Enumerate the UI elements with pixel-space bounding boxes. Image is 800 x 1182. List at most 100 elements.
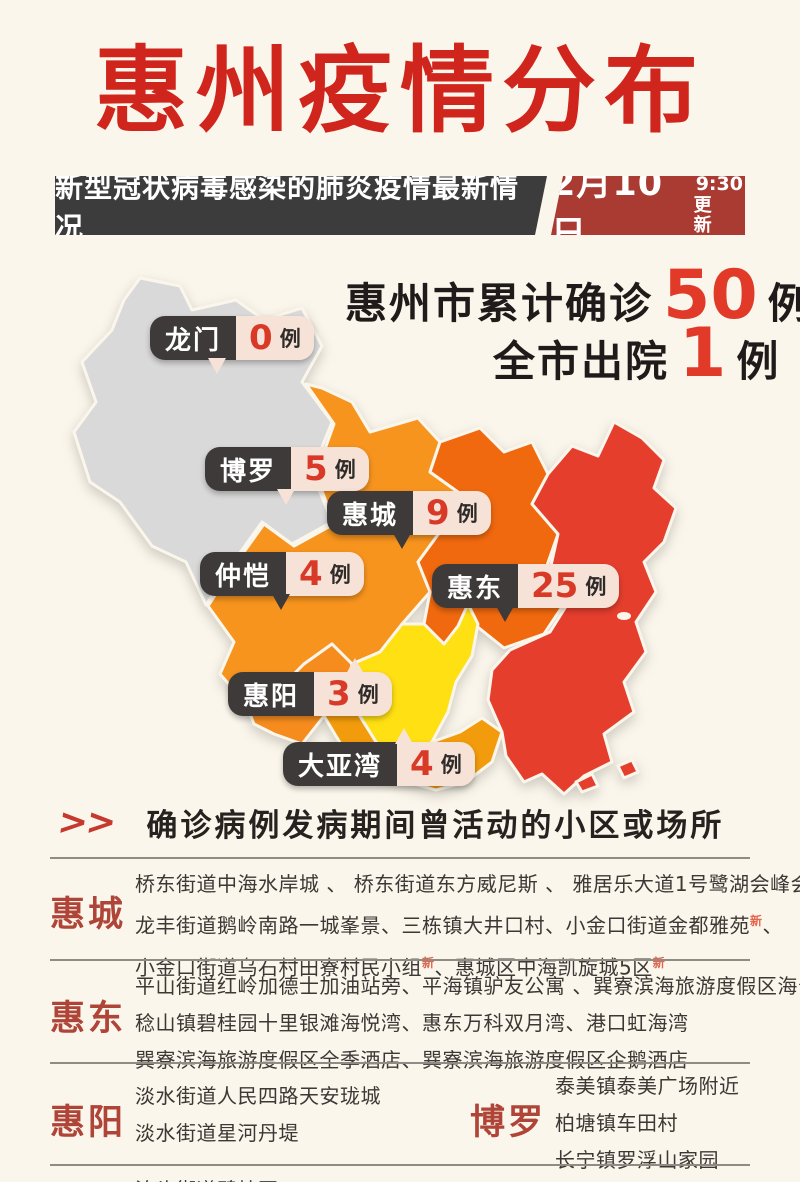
bubble-tail <box>208 358 226 383</box>
row-label-huiyang: 惠阳 <box>50 1103 127 1143</box>
update-label: 更 新 <box>693 194 717 237</box>
district-count-box: 4 例 <box>397 742 475 786</box>
location-line: 巽寮滨海旅游度假区全季酒店、巽寮滨海旅游度假区企鹅酒店 <box>135 1042 800 1079</box>
district-unit: 例 <box>334 458 356 482</box>
map-label-zhongkai: 仲恺 4 例 <box>200 552 364 610</box>
region-huidong-island <box>616 758 640 780</box>
district-count: 9 <box>426 493 450 533</box>
update-date: 2月10日 <box>551 163 664 255</box>
district-count: 4 <box>410 744 434 784</box>
district-name: 博罗 <box>205 447 292 491</box>
location-text: 淡水街道人民四路天安珑城 <box>135 1084 381 1108</box>
section-header: >> 确诊病例发病期间曾活动的小区或场所 <box>55 800 725 845</box>
district-count: 3 <box>327 674 351 714</box>
location-line: 龙丰街道鹅岭南路一城峯景、三栋镇大井口村、小金口街道金都雅苑新、 <box>135 903 800 945</box>
stat-total-unit: 例 <box>767 279 800 328</box>
stat-total-label: 惠州市累计确诊 <box>345 279 654 328</box>
location-line: 泰美镇泰美广场附近 <box>555 1068 740 1105</box>
stat-discharged-label: 全市出院 <box>493 337 670 386</box>
region-huidong <box>486 420 678 796</box>
location-text: 澳头街道碧桂园 <box>135 1178 279 1182</box>
location-line: 桥东街道中海水岸城 、 桥东街道东方威尼斯 、 雅居乐大道1号鹭湖会峰会别墅 <box>135 866 800 903</box>
locations-huicheng: 桥东街道中海水岸城 、 桥东街道东方威尼斯 、 雅居乐大道1号鹭湖会峰会别墅 龙… <box>135 866 800 986</box>
update-date-box: 2月10日 9:30 更 新 <box>551 176 745 235</box>
locations-dayawan: 澳头街道碧桂园 <box>135 1172 279 1182</box>
region-huicheng <box>416 426 566 650</box>
location-line: 稔山镇碧桂园十里银滩海悦湾、惠东万科双月湾、港口虹海湾 <box>135 1005 800 1042</box>
location-line: 淡水街道星河丹堤 <box>135 1115 381 1152</box>
location-text: 柏塘镇车田村 <box>555 1111 678 1135</box>
bubble-tail <box>393 533 411 558</box>
divider <box>50 1164 750 1166</box>
locations-huiyang: 淡水街道人民四路天安珑城 淡水街道星河丹堤 <box>135 1078 381 1152</box>
location-text: 桥东街道中海水岸城 、 桥东街道东方威尼斯 、 雅居乐大道1号鹭湖会峰会别墅 <box>135 872 800 896</box>
update-time-block: 9:30 更 新 <box>693 172 745 237</box>
section-title: 确诊病例发病期间曾活动的小区或场所 <box>146 808 725 844</box>
subtitle-banner: 新型冠状病毒感染的肺炎疫情最新情况 2月10日 9:30 更 新 <box>55 176 745 235</box>
district-unit: 例 <box>329 563 351 587</box>
location-line: 澳头街道碧桂园 <box>135 1172 279 1182</box>
chevrons-icon: >> <box>55 802 118 843</box>
location-line: 长宁镇罗浮山家园 <box>555 1142 740 1179</box>
map-label-dayawan: 大亚湾 4 例 <box>283 728 475 786</box>
location-text: 长宁镇罗浮山家园 <box>555 1148 719 1172</box>
district-name: 大亚湾 <box>283 742 398 786</box>
location-line: 柏塘镇车田村 <box>555 1105 740 1142</box>
row-label-huicheng: 惠城 <box>50 895 127 935</box>
update-time: 9:30 <box>695 172 743 195</box>
district-count-box: 9 例 <box>413 491 491 535</box>
district-unit: 例 <box>585 575 607 599</box>
stat-discharged-unit: 例 <box>736 337 779 386</box>
district-unit: 例 <box>357 683 379 707</box>
map-label-huiyang: 惠阳 3 例 <box>228 658 392 716</box>
divider <box>50 857 750 859</box>
district-count: 4 <box>299 554 323 594</box>
location-text: 淡水街道星河丹堤 <box>135 1121 299 1145</box>
district-name: 龙门 <box>150 316 237 360</box>
stat-discharged-value: 1 <box>679 314 727 393</box>
location-text: 平山街道红岭加德士加油站旁、平海镇驴友公寓 、巽寮滨海旅游度假区海公园 <box>135 974 800 998</box>
location-text: 龙丰街道鹅岭南路一城峯景、三栋镇大井口村、小金口街道金都雅苑 <box>135 913 750 938</box>
district-name: 惠阳 <box>228 672 315 716</box>
district-count-box: 25 例 <box>518 564 620 608</box>
locations-boluo: 泰美镇泰美广场附近 柏塘镇车田村 长宁镇罗浮山家园 <box>555 1068 740 1179</box>
district-unit: 例 <box>279 327 301 351</box>
district-count-box: 4 例 <box>286 552 364 596</box>
location-line: 平山街道红岭加德士加油站旁、平海镇驴友公寓 、巽寮滨海旅游度假区海公园 <box>135 968 800 1005</box>
district-unit: 例 <box>456 502 478 526</box>
page-title: 惠州疫情分布 <box>93 37 706 146</box>
district-count: 5 <box>304 449 328 489</box>
stat-total: 惠州市累计确诊 50 例 <box>345 256 800 335</box>
district-name: 惠东 <box>432 564 519 608</box>
divider <box>50 959 750 961</box>
bubble-tail <box>277 489 295 514</box>
district-name: 惠城 <box>327 491 414 535</box>
location-text: 稔山镇碧桂园十里银滩海悦湾、惠东万科双月湾、港口虹海湾 <box>135 1011 689 1035</box>
row-label-huidong: 惠东 <box>50 999 127 1039</box>
district-count-box: 5 例 <box>291 447 369 491</box>
subtitle-text: 新型冠状病毒感染的肺炎疫情最新情况 <box>55 176 547 235</box>
district-unit: 例 <box>440 753 462 777</box>
divider <box>50 1062 750 1064</box>
location-text: 泰美镇泰美广场附近 <box>555 1074 740 1098</box>
stat-total-value: 50 <box>663 256 758 335</box>
bubble-tail <box>496 606 514 631</box>
region-huidong-island <box>574 772 600 794</box>
bubble-tail <box>346 649 364 674</box>
district-count: 0 <box>249 318 273 358</box>
map-label-boluo: 博罗 5 例 <box>205 447 369 505</box>
map-label-huicheng: 惠城 9 例 <box>327 491 491 549</box>
district-count-box: 3 例 <box>314 672 392 716</box>
locations-huidong: 平山街道红岭加德士加油站旁、平海镇驴友公寓 、巽寮滨海旅游度假区海公园 稔山镇碧… <box>135 968 800 1079</box>
location-text: 巽寮滨海旅游度假区全季酒店、巽寮滨海旅游度假区企鹅酒店 <box>135 1048 689 1072</box>
district-count-box: 0 例 <box>236 316 314 360</box>
map-label-longmen: 龙门 0 例 <box>150 316 314 374</box>
location-line: 淡水街道人民四路天安珑城 <box>135 1078 381 1115</box>
row-label-boluo: 博罗 <box>470 1103 547 1143</box>
location-text: 、 <box>762 913 784 938</box>
district-count: 25 <box>531 566 579 606</box>
district-name: 仲恺 <box>200 552 287 596</box>
stat-discharged: 全市出院 1 例 <box>493 314 778 393</box>
new-badge: 新 <box>750 914 763 928</box>
